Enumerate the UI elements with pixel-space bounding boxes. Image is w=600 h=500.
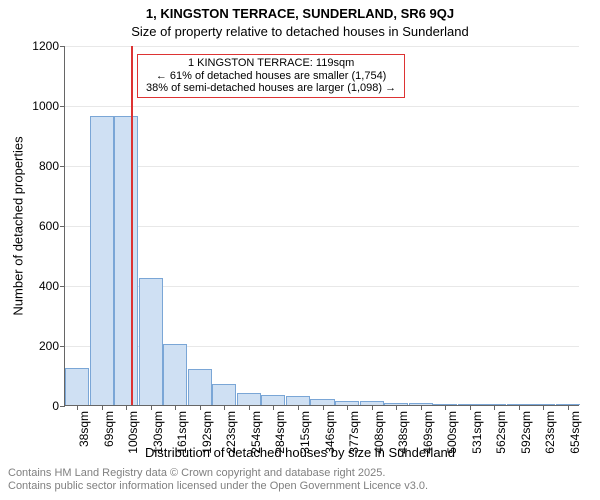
xtick-label: 69sqm <box>102 411 116 447</box>
ytick-label: 1000 <box>32 99 59 113</box>
bar <box>237 393 261 405</box>
plot-area: 02004006008001000120038sqm69sqm100sqm130… <box>64 46 579 406</box>
callout-line-3: 38% of semi-detached houses are larger (… <box>146 82 396 94</box>
bar <box>286 396 310 405</box>
ytick-label: 600 <box>39 219 59 233</box>
xtick-mark <box>372 405 373 410</box>
xtick-mark <box>421 405 422 410</box>
ytick-mark <box>60 226 65 227</box>
xtick-mark <box>151 405 152 410</box>
ytick-mark <box>60 46 65 47</box>
chart-title: 1, KINGSTON TERRACE, SUNDERLAND, SR6 9QJ <box>0 6 600 21</box>
y-axis-label: Number of detached properties <box>11 136 26 315</box>
bar <box>114 116 138 406</box>
x-axis-label: Distribution of detached houses by size … <box>0 445 600 460</box>
xtick-mark <box>298 405 299 410</box>
bar <box>212 384 236 405</box>
xtick-mark <box>249 405 250 410</box>
bar <box>188 369 212 405</box>
footnote-line-2: Contains public sector information licen… <box>8 480 428 492</box>
ytick-mark <box>60 106 65 107</box>
ytick-label: 1200 <box>32 39 59 53</box>
xtick-mark <box>77 405 78 410</box>
xtick-mark <box>396 405 397 410</box>
marker-line <box>131 46 133 405</box>
xtick-mark <box>273 405 274 410</box>
ytick-mark <box>60 166 65 167</box>
gridline <box>65 46 579 47</box>
xtick-mark <box>445 405 446 410</box>
ytick-mark <box>60 286 65 287</box>
xtick-mark <box>126 405 127 410</box>
ytick-label: 200 <box>39 339 59 353</box>
xtick-mark <box>175 405 176 410</box>
bar <box>65 368 89 406</box>
xtick-mark <box>102 405 103 410</box>
bar <box>261 395 285 406</box>
footnote: Contains HM Land Registry data © Crown c… <box>8 467 428 495</box>
ytick-mark <box>60 406 65 407</box>
bar <box>90 116 114 406</box>
xtick-mark <box>494 405 495 410</box>
xtick-label: 38sqm <box>77 411 91 447</box>
xtick-mark <box>200 405 201 410</box>
ytick-label: 400 <box>39 279 59 293</box>
xtick-mark <box>519 405 520 410</box>
chart-subtitle: Size of property relative to detached ho… <box>0 24 600 39</box>
bar <box>139 278 163 406</box>
footnote-line-1: Contains HM Land Registry data © Crown c… <box>8 467 385 479</box>
xtick-mark <box>470 405 471 410</box>
xtick-mark <box>543 405 544 410</box>
gridline <box>65 226 579 227</box>
callout-line-2: ← 61% of detached houses are smaller (1,… <box>156 70 387 82</box>
ytick-label: 0 <box>52 399 59 413</box>
xtick-mark <box>347 405 348 410</box>
bar <box>163 344 187 406</box>
ytick-label: 800 <box>39 159 59 173</box>
gridline <box>65 106 579 107</box>
xtick-mark <box>224 405 225 410</box>
ytick-mark <box>60 346 65 347</box>
gridline <box>65 166 579 167</box>
histogram-chart: 1, KINGSTON TERRACE, SUNDERLAND, SR6 9QJ… <box>0 0 600 500</box>
callout-line-1: 1 KINGSTON TERRACE: 119sqm <box>188 57 354 69</box>
xtick-mark <box>568 405 569 410</box>
xtick-mark <box>323 405 324 410</box>
callout-box: 1 KINGSTON TERRACE: 119sqm← 61% of detac… <box>137 54 405 98</box>
